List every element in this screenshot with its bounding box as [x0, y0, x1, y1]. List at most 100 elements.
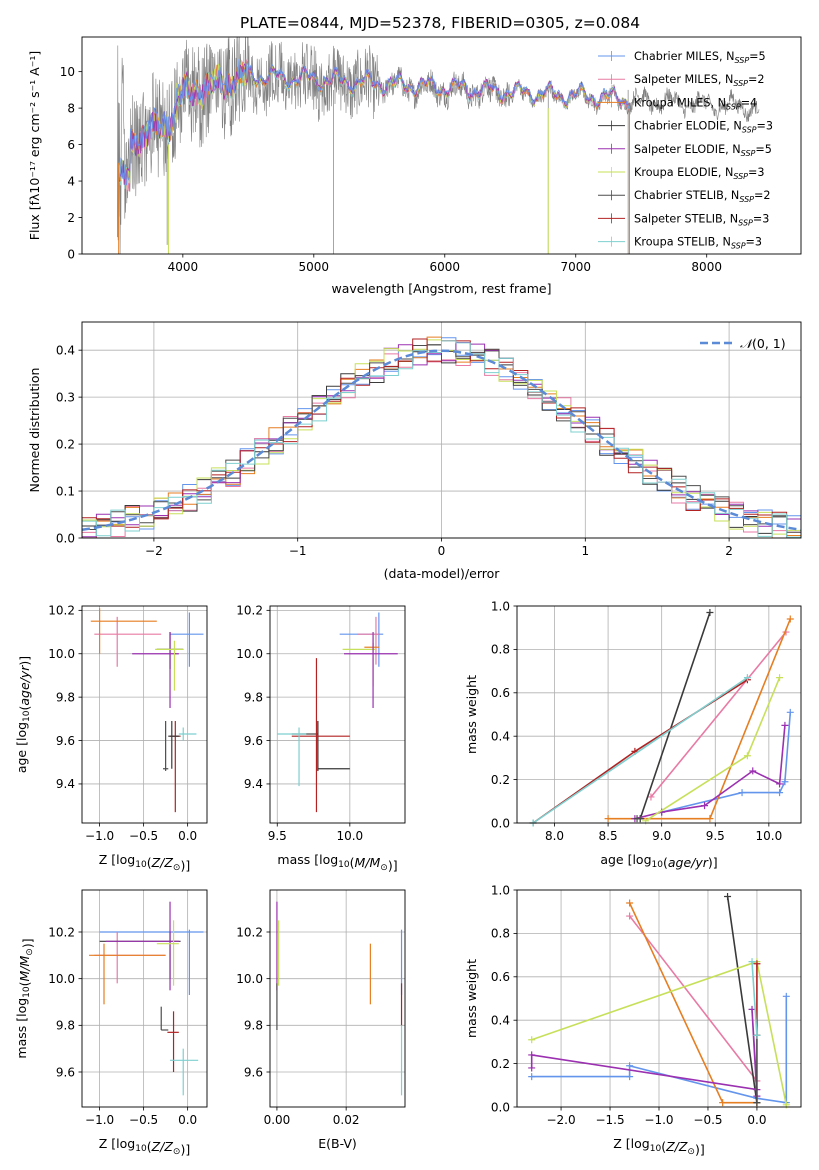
- y-tick-label: 9.4: [56, 777, 75, 791]
- mass-weight-line: [751, 961, 758, 1036]
- y-tick-label: 10.0: [236, 972, 263, 986]
- y-tick-label: 9.6: [244, 1065, 263, 1079]
- x-tick-label: 8000: [691, 260, 722, 274]
- y-tick-label: 0.8: [491, 643, 510, 657]
- x-axis-label: Z [log10(Z/Z⊙)]: [613, 1136, 704, 1157]
- plus-marker: [753, 1099, 761, 1107]
- plus-marker: [647, 793, 655, 801]
- x-tick-label: 10.0: [755, 829, 782, 843]
- y-tick-label: 0.8: [491, 927, 510, 941]
- x-tick-label: −1.5: [595, 1113, 624, 1127]
- x-tick-label: −1.0: [85, 1113, 114, 1127]
- mass-weight-line: [530, 1009, 758, 1097]
- y-tick-label: 1.0: [491, 883, 510, 897]
- plus-marker: [786, 615, 794, 623]
- plus-marker: [528, 1073, 536, 1081]
- axes-frame: [269, 605, 406, 824]
- y-tick-label: 0.0: [491, 1100, 510, 1114]
- plus-marker: [626, 1062, 634, 1070]
- y-tick-label: 0: [67, 247, 75, 261]
- axes-frame: [81, 36, 802, 255]
- plus-marker: [776, 789, 784, 797]
- plus-marker: [781, 778, 789, 786]
- y-tick-label: 9.8: [244, 1019, 263, 1033]
- y-tick-label: 9.6: [56, 734, 75, 748]
- x-tick-label: 0.00: [264, 1113, 291, 1127]
- x-tick-label: −1.0: [85, 829, 114, 843]
- y-axis-label: age [log10(age/yr)]: [14, 656, 32, 773]
- y-tick-label: 0.4: [56, 343, 75, 357]
- plus-marker: [724, 893, 732, 901]
- y-tick-label: 0.6: [491, 686, 510, 700]
- legend-label: Salpeter ELODIE, NSSP=5: [634, 143, 772, 158]
- y-axis-label: mass weight: [464, 959, 479, 1038]
- legend-label: Chabrier MILES, NSSP=5: [634, 50, 766, 65]
- spectrum-panel: 4000 5000 6000 7000 8000 0 2 4 6 8 10 Chabrier MILE…: [27, 36, 802, 296]
- axes-frame: [81, 605, 208, 824]
- axes-frame: [81, 889, 208, 1108]
- legend: Chabrier MILES, NSSP=5 Salpeter MILES, NS…: [598, 50, 773, 251]
- axes-frame: [269, 889, 406, 1108]
- plus-marker: [782, 992, 790, 1000]
- axes-frame: [516, 605, 802, 824]
- x-tick-label: 5000: [299, 260, 330, 274]
- y-axis-label: mass weight: [464, 675, 479, 754]
- x-tick-label: −1.0: [644, 1113, 673, 1127]
- mass-weight-line: [650, 631, 787, 798]
- plus-marker: [776, 674, 784, 682]
- mass-weight-line: [661, 712, 792, 813]
- x-tick-label: 2: [725, 544, 733, 558]
- y-tick-label: 0.3: [56, 390, 75, 404]
- mass_vs_EBV-panel: 0.00 0.02 9.6 9.8 10.0 10.2 E(B-V): [236, 889, 406, 1151]
- y-tick-label: 0.1: [56, 484, 75, 498]
- y-tick-label: 8: [67, 101, 75, 115]
- plus-marker: [753, 1031, 761, 1039]
- plus-marker: [528, 1036, 536, 1044]
- massweight_vs_Z-panel: −2.0 −1.5 −1.0 −0.5 0.0 0.0 0.2 0.4 0.6 0.8 1.0 Z […: [464, 883, 802, 1157]
- y-tick-label: 4: [67, 174, 75, 188]
- x-axis-label: Z [log10(Z/Z⊙)]: [99, 852, 190, 873]
- x-tick-label: 7000: [560, 260, 591, 274]
- x-tick-label: 0.0: [747, 1113, 766, 1127]
- y-tick-label: 10.2: [48, 925, 75, 939]
- y-tick-label: 0.2: [56, 437, 75, 451]
- y-tick-label: 6: [67, 138, 75, 152]
- x-tick-label: −2: [145, 544, 163, 558]
- plus-marker: [748, 958, 756, 966]
- y-tick-label: 10.2: [236, 925, 263, 939]
- plus-marker: [743, 674, 751, 682]
- y-tick-label: 9.8: [56, 690, 75, 704]
- y-tick-label: 1.0: [491, 599, 510, 613]
- x-tick-label: 8.5: [599, 829, 618, 843]
- x-tick-label: 10.0: [336, 829, 363, 843]
- y-tick-label: 9.6: [56, 1065, 75, 1079]
- legend-label: Chabrier STELIB, NSSP=2: [634, 189, 771, 204]
- legend-label: Kroupa ELODIE, NSSP=3: [634, 166, 765, 181]
- y-tick-label: 2: [67, 211, 75, 225]
- histogram-step-line: [82, 340, 801, 538]
- normal-reference-curve: [82, 349, 801, 532]
- y-axis-label: Normed distribution: [27, 368, 42, 493]
- grid: [517, 605, 801, 824]
- mass-weight-line: [726, 896, 758, 1103]
- plus-marker: [706, 815, 714, 823]
- y-tick-label: 10.2: [48, 604, 75, 618]
- residuals-panel: −2 −1 0 1 2 0.0 0.1 0.2 0.3 0.4 𝒩(0, 1) (data-model…: [27, 321, 802, 581]
- age_vs_Z-panel: −1.0 −0.5 0.0 9.4 9.6 9.8 10.0 10.2 Z [log10(Z/Z…: [14, 604, 208, 873]
- x-axis-label: (data-model)/error: [384, 566, 501, 581]
- grid: [82, 890, 207, 1107]
- plus-marker: [719, 1099, 727, 1107]
- y-tick-label: 9.8: [244, 690, 263, 704]
- figure-title: PLATE=0844, MJD=52378, FIBERID=0305, z=0…: [240, 14, 640, 32]
- y-tick-label: 0.2: [491, 1057, 510, 1071]
- legend-label: Kroupa STELIB, NSSP=3: [634, 236, 762, 251]
- plus-marker: [701, 802, 709, 810]
- mass-weight-line: [531, 996, 788, 1104]
- grid: [270, 606, 405, 823]
- plus-marker: [781, 721, 789, 729]
- x-axis-label: age [log10(age/yr)]: [600, 852, 717, 870]
- plus-marker: [743, 752, 751, 760]
- plus-marker: [604, 815, 612, 823]
- massweight_vs_age-panel: 8.0 8.5 9.0 9.5 10.0 0.0 0.2 0.4 0.6 0.8 1.0 age [l…: [464, 599, 802, 870]
